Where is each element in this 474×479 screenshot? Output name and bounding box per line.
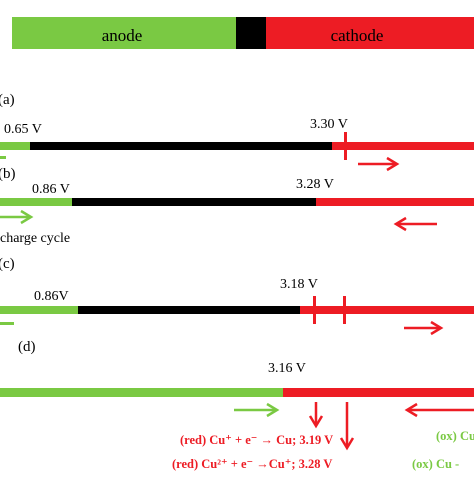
panel-a: (a) 0.65 V 3.30 V [0, 92, 474, 172]
anode-legend-label: anode [102, 26, 143, 45]
panel-b-cathode-value: 3.28 V [296, 177, 334, 192]
panel-b: (b) 0.86 V 3.28 V charge cycle [0, 166, 474, 246]
panel-b-cathode-arrow-left [393, 216, 437, 232]
panel-a-cathode-arrow-right [358, 156, 400, 172]
panel-d: (d) 3.16 V [0, 339, 474, 451]
panel-d-cathode-arrow-left [404, 402, 474, 418]
panel-c: (c) 0.86V 3.18 V [0, 256, 474, 336]
reaction-red-1: (red) Cu⁺ + e⁻ → Cu; 3.19 V [180, 433, 333, 447]
panel-c-anode-value: 0.86V [34, 289, 69, 304]
reaction-red-2: (red) Cu²⁺ + e⁻ →Cu⁺; 3.28 V [172, 457, 332, 471]
panel-c-anode-segment [0, 306, 78, 314]
panel-a-cathode-segment [332, 142, 474, 150]
panel-a-potential-tick [344, 132, 347, 160]
panel-b-anode-segment [0, 198, 72, 206]
panel-c-anode-mark [0, 322, 14, 325]
panel-a-anode-value: 0.65 V [4, 122, 42, 137]
panel-c-cathode-segment [300, 306, 474, 314]
panel-b-gap-segment [72, 198, 316, 206]
gap-legend-block [236, 17, 266, 49]
panel-d-cathode-segment [283, 388, 474, 397]
charge-cycle-caption: charge cycle [0, 231, 70, 246]
panel-a-anode-mark [0, 156, 6, 159]
panel-a-anode-segment [0, 142, 30, 150]
panel-c-gap-segment [78, 306, 300, 314]
panel-c-potential-tick-2 [343, 296, 346, 324]
panel-b-anode-value: 0.86 V [32, 182, 70, 197]
panel-a-cathode-value: 3.30 V [310, 117, 348, 132]
anode-legend-block [12, 17, 236, 49]
panel-d-value: 3.16 V [268, 361, 306, 376]
panel-d-down-arrow-1 [308, 402, 324, 429]
panel-c-cathode-arrow-right [404, 320, 444, 336]
panel-b-anode-arrow-right [0, 209, 34, 225]
panel-c-potential-tick-1 [313, 296, 316, 324]
reaction-ox-2: (ox) Cu - [412, 457, 459, 471]
panel-d-label: (d) [18, 339, 36, 355]
panel-d-anode-segment [0, 388, 283, 397]
panel-d-anode-arrow-right [234, 402, 280, 418]
cathode-legend-label: cathode [331, 26, 384, 45]
panel-a-label: (a) [0, 92, 15, 108]
panel-b-label: (b) [0, 166, 16, 182]
reaction-ox-1: (ox) Cu - [436, 429, 474, 443]
panel-d-down-arrow-2 [339, 402, 355, 451]
panel-b-cathode-segment [316, 198, 474, 206]
panel-a-gap-segment [30, 142, 332, 150]
panel-c-cathode-value: 3.18 V [280, 277, 318, 292]
cathode-legend-block [266, 17, 474, 49]
panel-c-label: (c) [0, 256, 15, 272]
